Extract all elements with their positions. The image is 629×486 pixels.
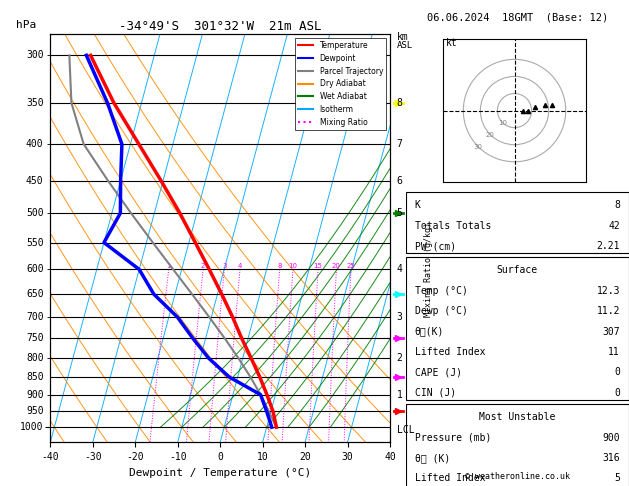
Text: km: km (397, 32, 408, 42)
Text: 550: 550 (26, 238, 43, 247)
Text: 3: 3 (222, 263, 226, 269)
Text: 11: 11 (608, 347, 620, 357)
Text: 6: 6 (397, 175, 403, 186)
Bar (406, 404, 629, 486)
Text: 12.3: 12.3 (596, 286, 620, 296)
Text: 1000: 1000 (20, 422, 43, 432)
Text: 900: 900 (26, 390, 43, 399)
Text: CAPE (J): CAPE (J) (415, 367, 462, 378)
Text: LCL: LCL (397, 425, 415, 435)
Text: Temp (°C): Temp (°C) (415, 286, 467, 296)
Text: 0: 0 (614, 388, 620, 398)
Text: 15: 15 (314, 263, 323, 269)
Text: 316: 316 (603, 453, 620, 463)
Text: 1: 1 (397, 390, 403, 399)
Text: 42: 42 (608, 221, 620, 231)
Title: -34°49'S  301°32'W  21m ASL: -34°49'S 301°32'W 21m ASL (119, 20, 321, 33)
Text: 350: 350 (26, 98, 43, 108)
Text: Lifted Index: Lifted Index (415, 347, 485, 357)
Text: Dewp (°C): Dewp (°C) (415, 306, 467, 316)
Text: 10: 10 (289, 263, 298, 269)
Text: 300: 300 (26, 51, 43, 60)
Bar (406, 257, 629, 400)
Text: 650: 650 (26, 289, 43, 299)
Text: Lifted Index: Lifted Index (415, 473, 485, 484)
Text: 400: 400 (26, 139, 43, 149)
Text: 600: 600 (26, 264, 43, 275)
Text: 8: 8 (277, 263, 282, 269)
Text: 06.06.2024  18GMT  (Base: 12): 06.06.2024 18GMT (Base: 12) (426, 12, 608, 22)
Text: 10: 10 (498, 120, 507, 126)
Text: 25: 25 (347, 263, 355, 269)
Text: 950: 950 (26, 406, 43, 417)
Text: 750: 750 (26, 333, 43, 343)
Text: 700: 700 (26, 312, 43, 322)
Text: 0: 0 (614, 367, 620, 378)
Text: 800: 800 (26, 353, 43, 363)
Text: 2: 2 (397, 353, 403, 363)
Text: Mixing Ratio (g/kg): Mixing Ratio (g/kg) (424, 222, 433, 317)
Text: 1: 1 (167, 263, 171, 269)
Text: Pressure (mb): Pressure (mb) (415, 433, 491, 443)
Text: PW (cm): PW (cm) (415, 241, 456, 251)
Legend: Temperature, Dewpoint, Parcel Trajectory, Dry Adiabat, Wet Adiabat, Isotherm, Mi: Temperature, Dewpoint, Parcel Trajectory… (295, 38, 386, 130)
Text: 5: 5 (397, 208, 403, 218)
Text: 850: 850 (26, 372, 43, 382)
Text: 500: 500 (26, 208, 43, 218)
X-axis label: Dewpoint / Temperature (°C): Dewpoint / Temperature (°C) (129, 468, 311, 478)
Text: θᴀ(K): θᴀ(K) (415, 327, 444, 337)
Text: 20: 20 (486, 132, 494, 138)
Text: hPa: hPa (16, 20, 36, 30)
Text: θᴀ (K): θᴀ (K) (415, 453, 450, 463)
Text: Totals Totals: Totals Totals (415, 221, 491, 231)
Text: 450: 450 (26, 175, 43, 186)
Text: 2.21: 2.21 (596, 241, 620, 251)
Text: 900: 900 (603, 433, 620, 443)
Text: 7: 7 (397, 139, 403, 149)
Text: 4: 4 (238, 263, 242, 269)
Text: 11.2: 11.2 (596, 306, 620, 316)
Text: © weatheronline.co.uk: © weatheronline.co.uk (465, 472, 570, 481)
Text: Most Unstable: Most Unstable (479, 412, 555, 422)
Text: CIN (J): CIN (J) (415, 388, 456, 398)
Bar (406, 192, 629, 253)
Text: 8: 8 (397, 98, 403, 108)
Text: 2: 2 (201, 263, 205, 269)
Text: 307: 307 (603, 327, 620, 337)
Text: 5: 5 (614, 473, 620, 484)
Text: 4: 4 (397, 264, 403, 275)
Text: Surface: Surface (497, 265, 538, 276)
Text: 30: 30 (473, 144, 482, 151)
Text: kt: kt (446, 38, 458, 48)
Text: 3: 3 (397, 312, 403, 322)
Text: ASL: ASL (397, 41, 413, 50)
Text: K: K (415, 200, 421, 210)
Text: 20: 20 (332, 263, 341, 269)
Text: 8: 8 (614, 200, 620, 210)
